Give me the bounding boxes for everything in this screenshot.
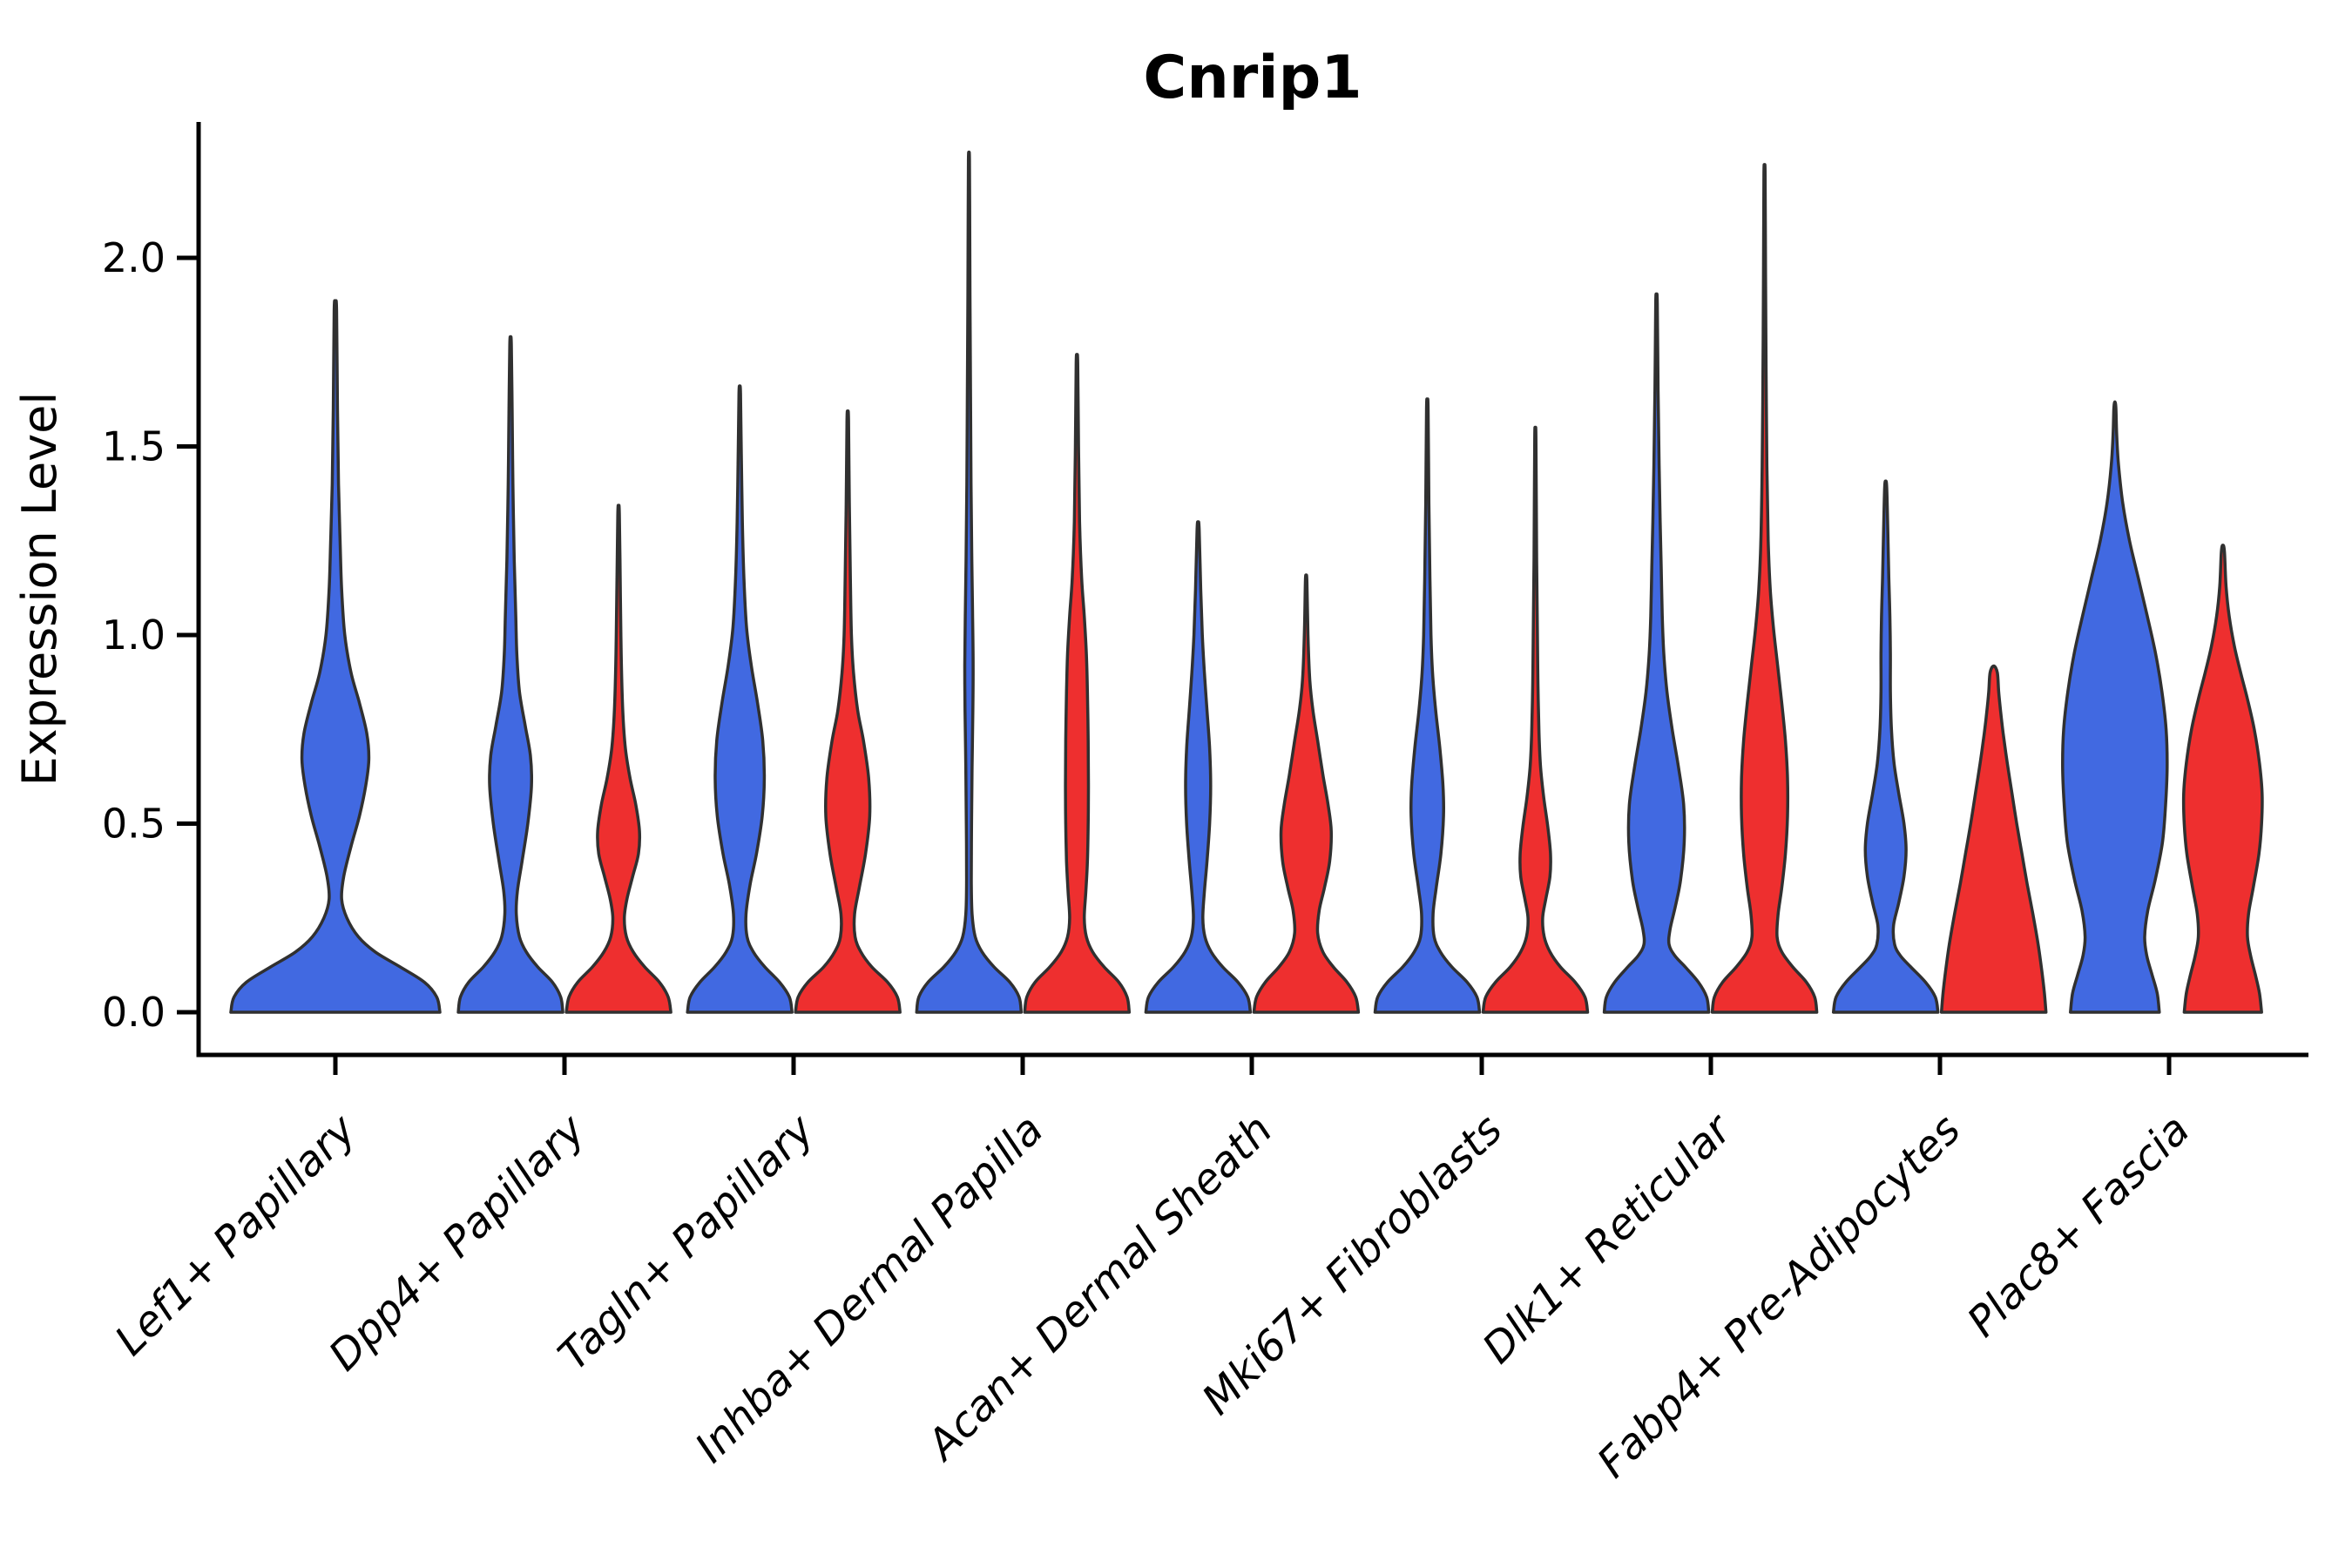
violin-tagln-papillary-blue	[686, 384, 794, 1014]
x-tick-labels: Lef1+ Papillary Dpp4+ Papillary Tagln+ P…	[105, 1104, 2199, 1488]
y-axis-label: Expression Level	[12, 392, 67, 787]
y-tick-label: 1.0	[102, 612, 166, 659]
violin-fabp4-pre-adipocytes-red	[1939, 664, 2048, 1014]
y-tick-label: 1.5	[102, 423, 166, 470]
violin-plac8-fascia-red	[2181, 544, 2264, 1014]
violin-lef1-papillary-blue	[229, 299, 442, 1014]
violin-dlk1-reticular-blue	[1602, 292, 1711, 1014]
violin-acan-dermal-sheath-blue	[1144, 520, 1253, 1014]
x-tick-label: Fabp4+ Pre-Adipocytes	[1588, 1105, 1970, 1488]
chart-title: Cnrip1	[1143, 44, 1362, 112]
violin-mki67-fibroblasts-red	[1481, 425, 1590, 1014]
y-tick-label: 2.0	[102, 234, 166, 281]
x-tick-label: Tagln+ Papillary	[549, 1105, 824, 1380]
violin-dpp4-papillary-blue	[456, 335, 564, 1014]
violin-bodies	[229, 150, 2264, 1014]
y-tick-labels: 0.0 0.5 1.0 1.5 2.0	[102, 234, 166, 1036]
x-tick-marks	[333, 1055, 2172, 1075]
x-tick-label: Lef1+ Papillary	[105, 1105, 366, 1365]
x-tick-label: Dpp4+ Papillary	[320, 1105, 595, 1380]
x-tick-label: Plac8+ Fascia	[1958, 1105, 2200, 1347]
y-tick-marks	[177, 255, 199, 1015]
violin-dpp4-papillary-red	[564, 504, 672, 1014]
violin-tagln-papillary-red	[794, 409, 902, 1014]
y-tick-label: 0.5	[102, 801, 166, 848]
x-tick-label: Dlk1+ Reticular	[1473, 1104, 1743, 1374]
y-tick-label: 0.0	[102, 989, 166, 1036]
violin-mki67-fibroblasts-blue	[1373, 397, 1482, 1014]
violin-inhba-dermal-papilla-blue	[915, 150, 1024, 1014]
violin-acan-dermal-sheath-red	[1252, 573, 1361, 1014]
violin-inhba-dermal-papilla-red	[1023, 353, 1132, 1014]
violin-fabp4-pre-adipocytes-blue	[1831, 479, 1940, 1014]
violin-plac8-fascia-blue	[2061, 400, 2169, 1014]
violin-dlk1-reticular-red	[1710, 163, 1819, 1014]
